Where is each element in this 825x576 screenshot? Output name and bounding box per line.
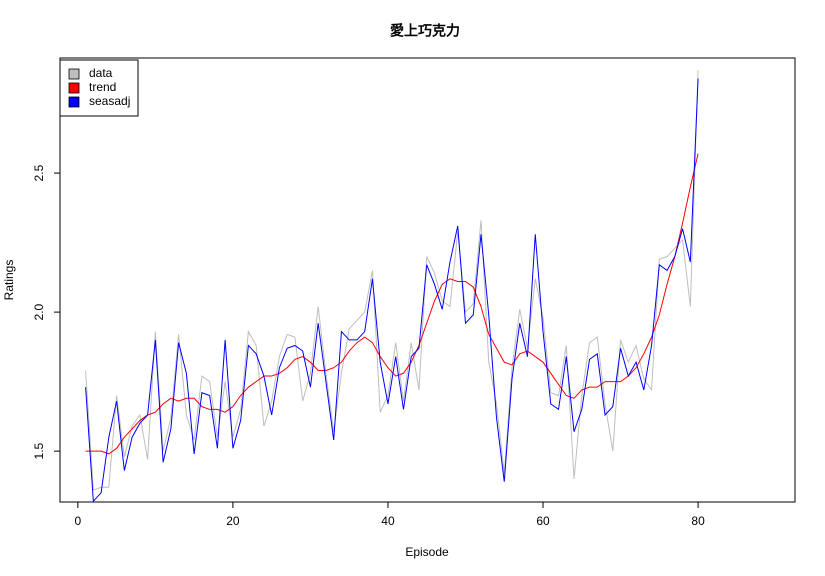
legend-swatch	[68, 96, 80, 108]
legend-swatch	[68, 68, 80, 80]
legend-label: data	[89, 66, 113, 80]
y-axis-label: Ratings	[2, 260, 16, 301]
y-tick-label: 2.0	[32, 303, 46, 320]
plot-frame	[59, 57, 796, 503]
legend-label: trend	[89, 80, 116, 94]
legend-label: seasadj	[89, 94, 130, 108]
legend-swatch	[68, 82, 80, 94]
x-tick-label: 60	[536, 514, 550, 528]
x-tick-label: 0	[74, 514, 81, 528]
x-tick-label: 20	[226, 514, 240, 528]
chart-title: 愛上巧克力	[390, 23, 460, 39]
y-tick-label: 2.5	[32, 164, 46, 181]
x-tick-label: 40	[381, 514, 395, 528]
x-axis-label: Episode	[405, 545, 449, 559]
series-line	[85, 153, 699, 455]
x-tick-label: 80	[691, 514, 705, 528]
series-line	[85, 70, 699, 491]
series-line	[85, 78, 699, 503]
y-tick-label: 1.5	[32, 442, 46, 459]
